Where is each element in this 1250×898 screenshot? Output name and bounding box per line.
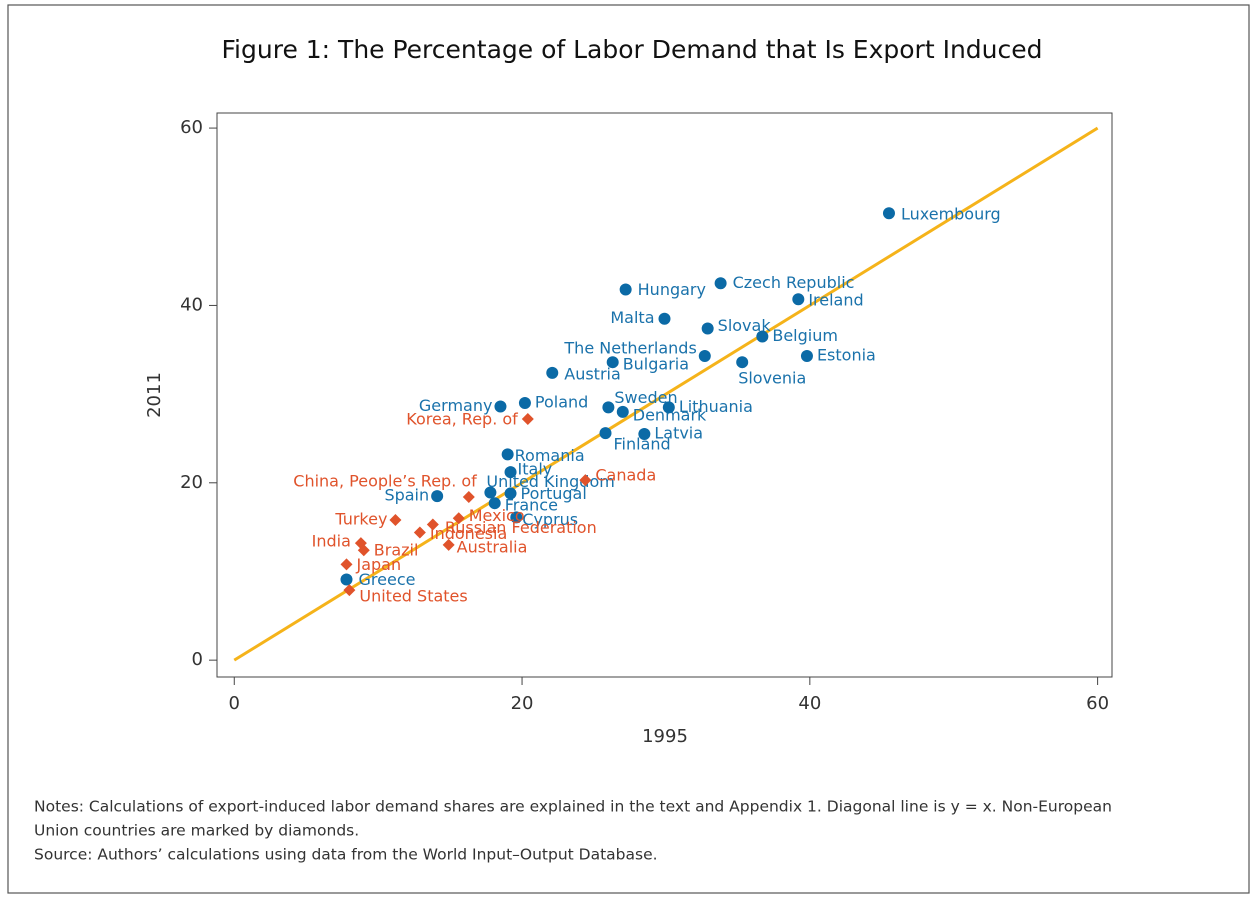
y-tick-label: 20 [180, 472, 203, 493]
circle-marker [504, 466, 517, 479]
circle-marker [619, 283, 632, 296]
note: Notes: Calculations of export-induced la… [34, 798, 1112, 816]
point-label: Ireland [808, 291, 863, 310]
diamond-marker [579, 474, 592, 487]
diamond-marker [442, 538, 455, 551]
circle-marker [616, 405, 629, 418]
circle-marker [800, 349, 813, 362]
y-tick-label: 40 [180, 294, 203, 315]
point-label: Romania [515, 446, 585, 465]
circle-marker [546, 366, 559, 379]
point-label: Greece [359, 570, 416, 589]
diamond-marker [452, 512, 465, 525]
plot-area [216, 112, 1113, 678]
circle-marker [698, 349, 711, 362]
point-label: China, People’s Rep. of [293, 471, 477, 490]
x-axis-label: 1995 [642, 726, 688, 747]
point-label: Estonia [817, 345, 876, 364]
point-label: Australia [457, 537, 528, 556]
y-axis-label: 2011 [144, 372, 165, 418]
x-tick-label: 20 [511, 693, 534, 714]
x-tick-label: 40 [798, 693, 821, 714]
point-label: Latvia [654, 424, 703, 443]
x-tick-label: 0 [229, 693, 240, 714]
point-label: United States [359, 587, 467, 606]
circle-marker [599, 427, 612, 440]
point-label: Slovenia [738, 369, 806, 388]
diamond-marker [426, 518, 439, 531]
x-tick-label: 60 [1086, 693, 1109, 714]
point-label: Italy [518, 460, 553, 479]
point-label: Mexico [469, 506, 525, 525]
point-label: Malta [610, 308, 654, 327]
circle-marker [701, 322, 714, 335]
point-label: France [505, 496, 558, 515]
note: Union countries are marked by diamonds. [34, 822, 359, 840]
diamond-marker [413, 526, 426, 539]
circle-marker [756, 330, 769, 343]
point-label: Japan [356, 555, 402, 574]
diamond-marker [340, 558, 353, 571]
circle-marker [494, 400, 507, 413]
circle-marker [792, 293, 805, 306]
point-label: India [312, 532, 351, 551]
diamond-marker [521, 412, 534, 425]
diamond-marker [357, 544, 370, 557]
point-label: Bulgaria [623, 355, 689, 374]
circle-marker [431, 490, 444, 503]
point-label: Turkey [334, 510, 387, 529]
frame [7, 4, 1250, 894]
circle-marker [510, 511, 523, 524]
circle-marker [662, 401, 675, 414]
reference-line [233, 126, 1099, 662]
point-label: Hungary [638, 280, 706, 299]
point-label: Russian Federation [445, 518, 597, 537]
y-tick-label: 60 [180, 117, 203, 138]
chart-title: Figure 1: The Percentage of Labor Demand… [222, 35, 1043, 64]
point-label: Denmark [633, 405, 707, 424]
point-label: Luxembourg [901, 205, 1001, 224]
circle-marker [638, 428, 651, 441]
point-label: Austria [564, 364, 621, 383]
diamond-marker [389, 514, 402, 527]
diamond-marker [462, 490, 475, 503]
circle-marker [882, 207, 895, 220]
point-label: Brazil [374, 541, 419, 560]
point-label: Sweden [614, 388, 677, 407]
point-label: Poland [535, 392, 588, 411]
point-label: Czech Republic [733, 273, 855, 292]
y-tick-label: 0 [192, 649, 203, 670]
point-label: Spain [384, 486, 429, 505]
point-label: Germany [419, 396, 493, 415]
point-label: Finland [614, 435, 671, 454]
circle-marker [340, 573, 353, 586]
circle-marker [501, 448, 514, 461]
circle-marker [606, 356, 619, 369]
circle-marker [484, 486, 497, 499]
point-label: Belgium [772, 326, 838, 345]
point-label: The Netherlands [563, 338, 696, 357]
circle-marker [602, 401, 615, 414]
point-label: Cyprus [522, 510, 578, 529]
circle-marker [658, 312, 671, 325]
circle-marker [714, 277, 727, 290]
point-label: Slovak [718, 316, 772, 335]
point-label: Lithuania [679, 397, 753, 416]
circle-marker [488, 497, 501, 510]
point-label: Canada [595, 466, 656, 485]
diamond-marker [343, 584, 356, 597]
circle-marker [518, 396, 531, 409]
point-label: Portugal [521, 484, 587, 503]
circle-marker [736, 356, 749, 369]
circle-marker [504, 487, 517, 500]
point-label: Indonesia [430, 524, 507, 543]
point-label: Korea, Rep. of [406, 409, 518, 428]
source: Source: Authors’ calculations using data… [34, 846, 658, 864]
